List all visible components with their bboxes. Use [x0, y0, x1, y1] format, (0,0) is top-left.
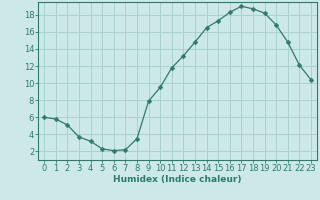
- X-axis label: Humidex (Indice chaleur): Humidex (Indice chaleur): [113, 175, 242, 184]
